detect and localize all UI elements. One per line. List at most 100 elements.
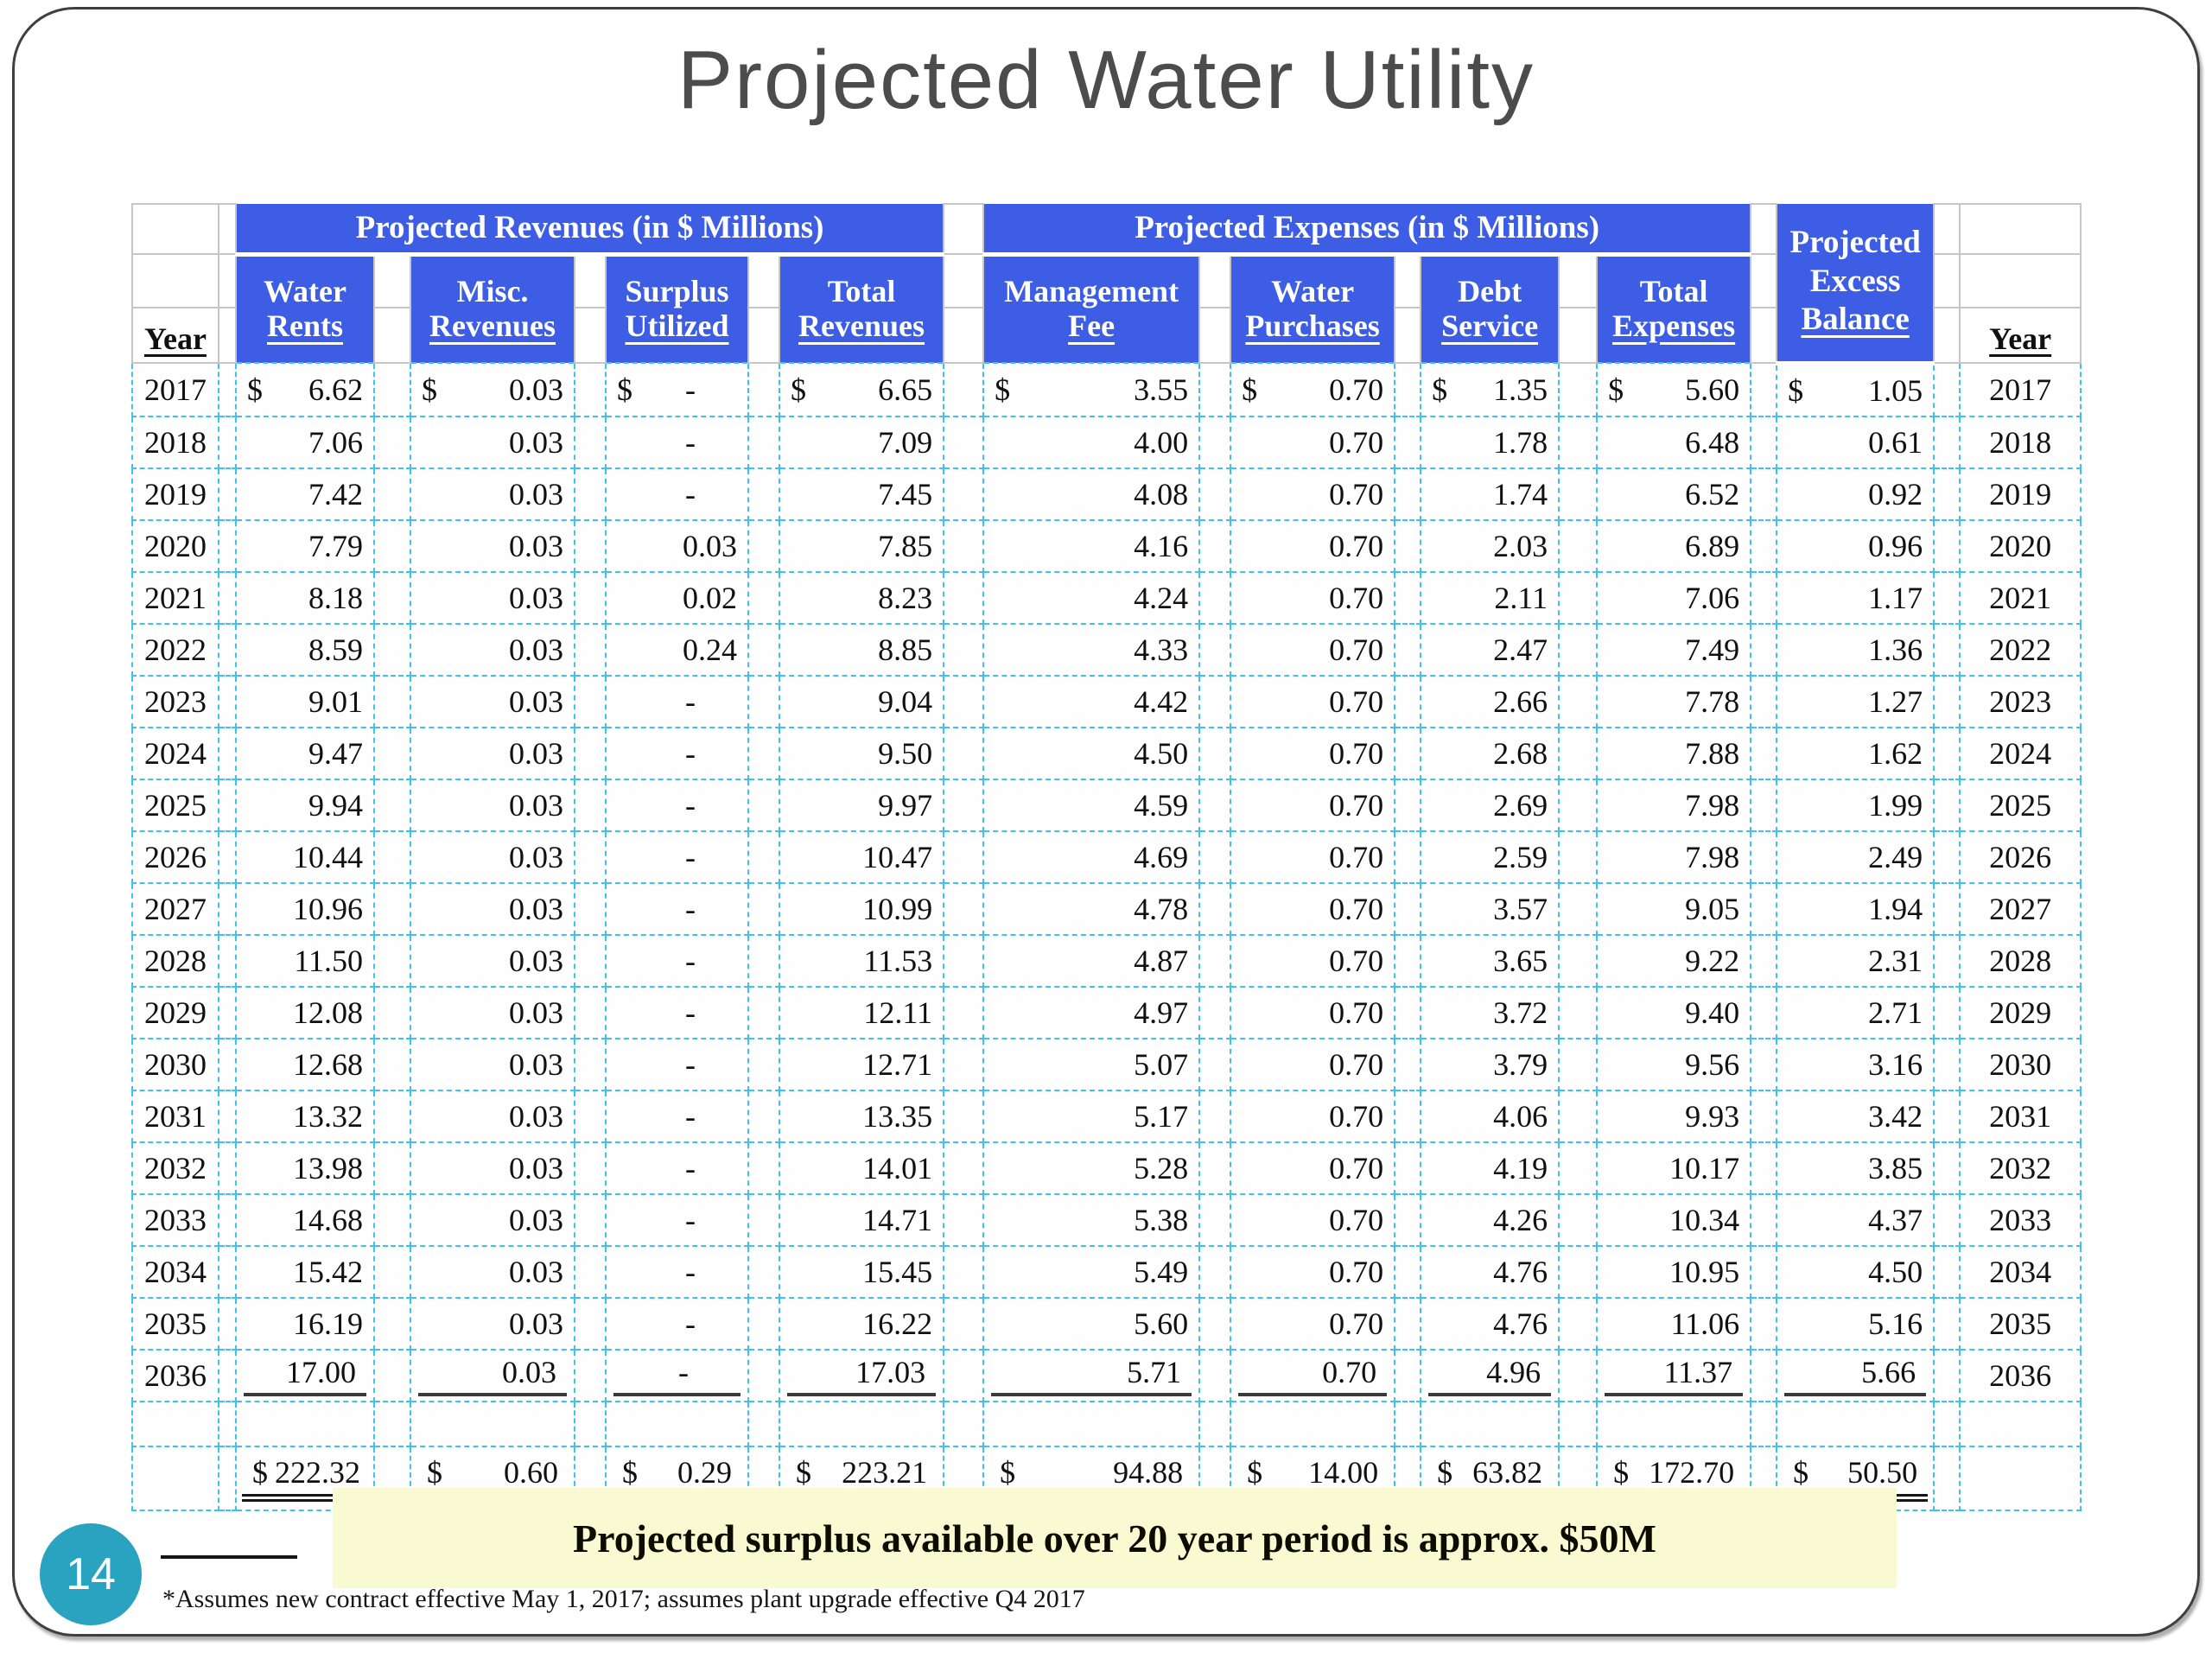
value-cell: - xyxy=(605,881,749,936)
value-cell: 4.50 xyxy=(1776,1244,1936,1299)
value-cell: 0.03 xyxy=(410,622,575,677)
value-cell: 0.92 xyxy=(1776,467,1936,521)
spacer-cell xyxy=(1394,570,1422,625)
spacer-cell xyxy=(1933,985,1961,1039)
year-cell: 2029 xyxy=(1959,985,2082,1039)
spacer-cell xyxy=(747,830,780,884)
spacer-cell xyxy=(1750,1192,1778,1247)
spacer-cell xyxy=(574,1037,607,1091)
spacer-cell xyxy=(1394,1089,1422,1143)
spacer-cell xyxy=(747,726,780,780)
spacer-cell xyxy=(373,1037,411,1091)
column-header: Total Revenues xyxy=(779,254,944,363)
value-cell: 9.04 xyxy=(778,674,945,728)
spacer-cell xyxy=(218,307,237,364)
value-cell: 7.49 xyxy=(1596,622,1752,677)
spacer-cell xyxy=(1558,933,1599,988)
value-cell: 5.60 xyxy=(982,1296,1201,1351)
year-cell: 2024 xyxy=(131,726,219,780)
spacer-cell xyxy=(1394,881,1422,936)
spacer-cell xyxy=(1198,253,1232,308)
year-cell: 2024 xyxy=(1959,726,2082,780)
year-cell: 2018 xyxy=(131,415,219,469)
spacer-cell xyxy=(1933,570,1961,625)
value-cell: 4.87 xyxy=(982,933,1201,988)
group-header-expenses: Projected Expenses (in $ Millions) xyxy=(983,204,1751,257)
spacer-cell xyxy=(747,1244,780,1299)
value-cell: 0.03 xyxy=(410,415,575,469)
blank-cell xyxy=(1776,1400,1936,1447)
spacer-cell xyxy=(1933,362,1961,417)
spacer-cell xyxy=(1558,674,1599,728)
spacer-cell xyxy=(373,1141,411,1195)
value-cell: 7.06 xyxy=(235,415,375,469)
value-cell: 14.71 xyxy=(778,1192,945,1247)
value-cell: 10.44 xyxy=(235,830,375,884)
year-cell: 2018 xyxy=(1959,415,2082,469)
year-cell: 2023 xyxy=(1959,674,2082,728)
spacer-cell xyxy=(1750,362,1778,417)
value-cell: 14.01 xyxy=(778,1141,945,1195)
spacer-cell xyxy=(1750,1348,1778,1402)
table-row: 2026 10.44 0.03-10.47 4.69 0.70 2.59 7.98 2.49 2… xyxy=(131,830,2082,884)
value-cell: $1.05 xyxy=(1776,362,1936,417)
spacer-cell xyxy=(373,253,411,308)
spacer-cell xyxy=(1394,674,1422,728)
blank-header-cell xyxy=(1959,253,2082,308)
spacer-cell xyxy=(1558,362,1599,417)
spacer-cell xyxy=(1933,1141,1961,1195)
spacer-cell xyxy=(1198,726,1232,780)
spacer-cell xyxy=(943,570,985,625)
value-cell: 9.01 xyxy=(235,674,375,728)
spacer-cell xyxy=(1394,362,1422,417)
spacer-cell xyxy=(574,362,607,417)
spacer-cell xyxy=(1558,253,1599,308)
spacer-cell xyxy=(1198,467,1232,521)
value-cell: 7.45 xyxy=(778,467,945,521)
table-row: 2034 15.42 0.03-15.45 5.49 0.70 4.76 10.95 4.50… xyxy=(131,1244,2082,1299)
spacer-cell xyxy=(943,253,985,308)
value-cell: 10.17 xyxy=(1596,1141,1752,1195)
value-cell: 4.16 xyxy=(982,518,1201,573)
value-cell: 7.98 xyxy=(1596,830,1752,884)
table-row: 2029 12.08 0.03-12.11 4.97 0.70 3.72 9.40 2.71 2… xyxy=(131,985,2082,1039)
spacer-cell xyxy=(1933,467,1961,521)
value-cell: 0.03 xyxy=(410,518,575,573)
value-cell: 17.03 xyxy=(778,1348,945,1402)
spacer-cell xyxy=(1558,415,1599,469)
value-cell: 6.48 xyxy=(1596,415,1752,469)
spacer-cell xyxy=(1558,830,1599,884)
blank-cell xyxy=(1420,1400,1560,1447)
blank-cell xyxy=(778,1400,945,1447)
blank-cell xyxy=(1959,1445,2082,1511)
year-cell: 2026 xyxy=(131,830,219,884)
spacer-cell xyxy=(747,622,780,677)
value-cell: 6.52 xyxy=(1596,467,1752,521)
spacer-cell xyxy=(1394,1037,1422,1091)
spacer-cell xyxy=(1198,830,1232,884)
spacer-cell xyxy=(943,362,985,417)
footnote-divider xyxy=(161,1555,297,1559)
spacer-cell xyxy=(747,570,780,625)
value-cell: 1.99 xyxy=(1776,778,1936,832)
value-cell: 4.06 xyxy=(1420,1089,1560,1143)
spacer-cell xyxy=(747,1296,780,1351)
value-cell: 12.08 xyxy=(235,985,375,1039)
spacer-cell xyxy=(218,726,237,780)
value-cell: - xyxy=(605,830,749,884)
spacer-cell xyxy=(1394,1192,1422,1247)
spacer-cell xyxy=(1394,778,1422,832)
year-cell: 2022 xyxy=(131,622,219,677)
value-cell: 0.70 xyxy=(1230,622,1396,677)
spacer-cell xyxy=(218,1037,237,1091)
spacer-cell xyxy=(574,307,607,364)
year-cell: 2032 xyxy=(131,1141,219,1195)
spacer-cell xyxy=(943,415,985,469)
spacer-cell xyxy=(373,1400,411,1447)
value-cell: 0.03 xyxy=(410,1141,575,1195)
spacer-cell xyxy=(1558,570,1599,625)
year-cell: 2036 xyxy=(1959,1348,2082,1402)
value-cell: 13.35 xyxy=(778,1089,945,1143)
table-row: 2023 9.01 0.03-9.04 4.42 0.70 2.66 7.78 1.27 202… xyxy=(131,674,2082,728)
header-row: Year Year xyxy=(131,307,2082,364)
